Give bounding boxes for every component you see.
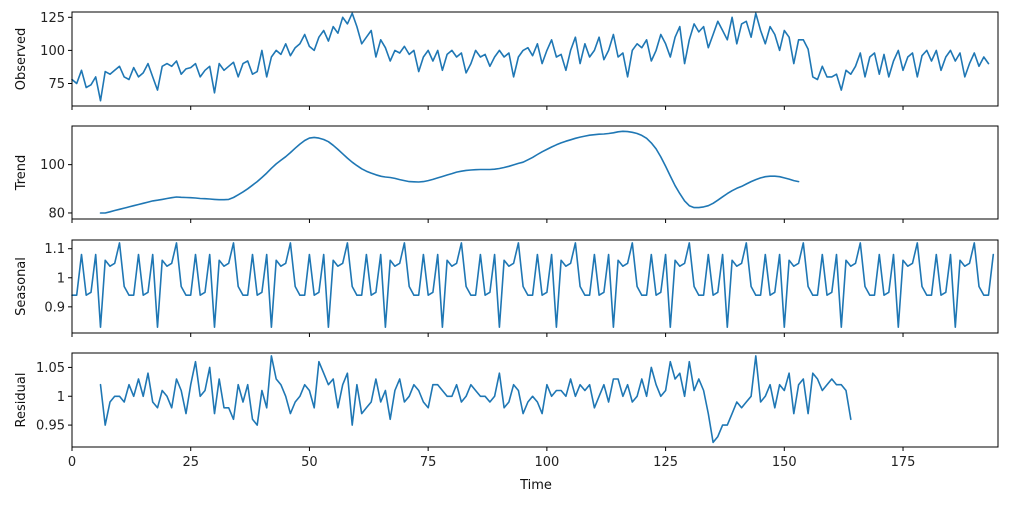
- seasonal-series-line: [71, 242, 995, 329]
- seasonal-axes-frame: [71, 239, 999, 334]
- xtick-label: 150: [772, 455, 797, 470]
- residual-axes-frame: [71, 352, 999, 448]
- observed-ytick-label: 100: [40, 44, 65, 59]
- trend-ytick-label: 100: [40, 158, 65, 173]
- residual-ytick-label: 1.05: [36, 361, 65, 376]
- trend-panel: 80 100 Trend: [14, 125, 999, 223]
- xtick-label: 175: [891, 455, 916, 470]
- residual-ylabel: Residual: [14, 373, 29, 428]
- residual-ytick-label: 1: [57, 390, 65, 405]
- observed-series-line: [71, 12, 990, 102]
- xtick-label: 75: [420, 455, 437, 470]
- observed-ytick-label: 125: [40, 11, 65, 26]
- trend-ylabel: Trend: [14, 155, 29, 192]
- seasonal-panel: 0.9 1 1.1 Seasonal: [14, 239, 999, 337]
- observed-ytick-label: 75: [48, 77, 65, 92]
- observed-axes-frame: [71, 11, 999, 107]
- xlabel: Time: [519, 478, 552, 493]
- xtick-label: 0: [68, 455, 76, 470]
- xtick-label: 100: [534, 455, 559, 470]
- seasonal-ytick-label: 1: [57, 271, 65, 286]
- trend-series-line: [99, 130, 800, 214]
- xtick-label: 50: [301, 455, 318, 470]
- residual-series-line: [99, 355, 852, 444]
- trend-axes-frame: [71, 125, 999, 220]
- residual-panel: 0.95 1 1.05 0 25 50 75 100 125 150 175 Residual Time: [14, 352, 999, 493]
- xtick-label: 125: [653, 455, 678, 470]
- seasonal-ylabel: Seasonal: [14, 257, 29, 316]
- xtick-label: 25: [182, 455, 199, 470]
- trend-ytick-label: 80: [48, 206, 65, 221]
- seasonal-ytick-label: 1.1: [44, 242, 65, 257]
- seasonal-ytick-label: 0.9: [44, 300, 65, 315]
- observed-panel: 75 100 125 Observed: [14, 11, 999, 110]
- observed-ylabel: Observed: [14, 28, 29, 91]
- residual-ytick-label: 0.95: [36, 419, 65, 434]
